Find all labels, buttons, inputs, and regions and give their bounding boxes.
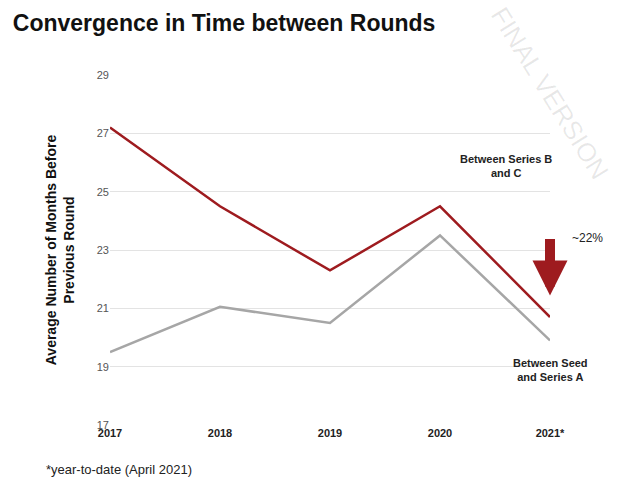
svg-text:21: 21 — [97, 302, 109, 314]
svg-text:2019: 2019 — [318, 427, 342, 439]
svg-text:FINAL VERSION: FINAL VERSION — [485, 2, 615, 185]
svg-text:Convergence in Time between Ro: Convergence in Time between Rounds — [13, 10, 436, 36]
svg-text:Between Seedand Series A: Between Seedand Series A — [513, 357, 588, 383]
svg-text:29: 29 — [97, 69, 109, 81]
svg-text:2017: 2017 — [98, 427, 122, 439]
svg-text:2021*: 2021* — [536, 427, 565, 439]
svg-text:25: 25 — [97, 186, 109, 198]
svg-text:27: 27 — [97, 127, 109, 139]
svg-text:23: 23 — [97, 244, 109, 256]
svg-text:Average Number of Months Befor: Average Number of Months BeforePrevious … — [43, 135, 77, 366]
svg-text:17: 17 — [97, 419, 109, 431]
svg-text:2020: 2020 — [428, 427, 452, 439]
svg-text:Between Series Band C: Between Series Band C — [460, 153, 552, 179]
svg-text:*year-to-date (April 2021): *year-to-date (April 2021) — [46, 462, 192, 477]
svg-text:2018: 2018 — [208, 427, 232, 439]
svg-text:19: 19 — [97, 361, 109, 373]
svg-text:~22%: ~22% — [572, 231, 603, 245]
